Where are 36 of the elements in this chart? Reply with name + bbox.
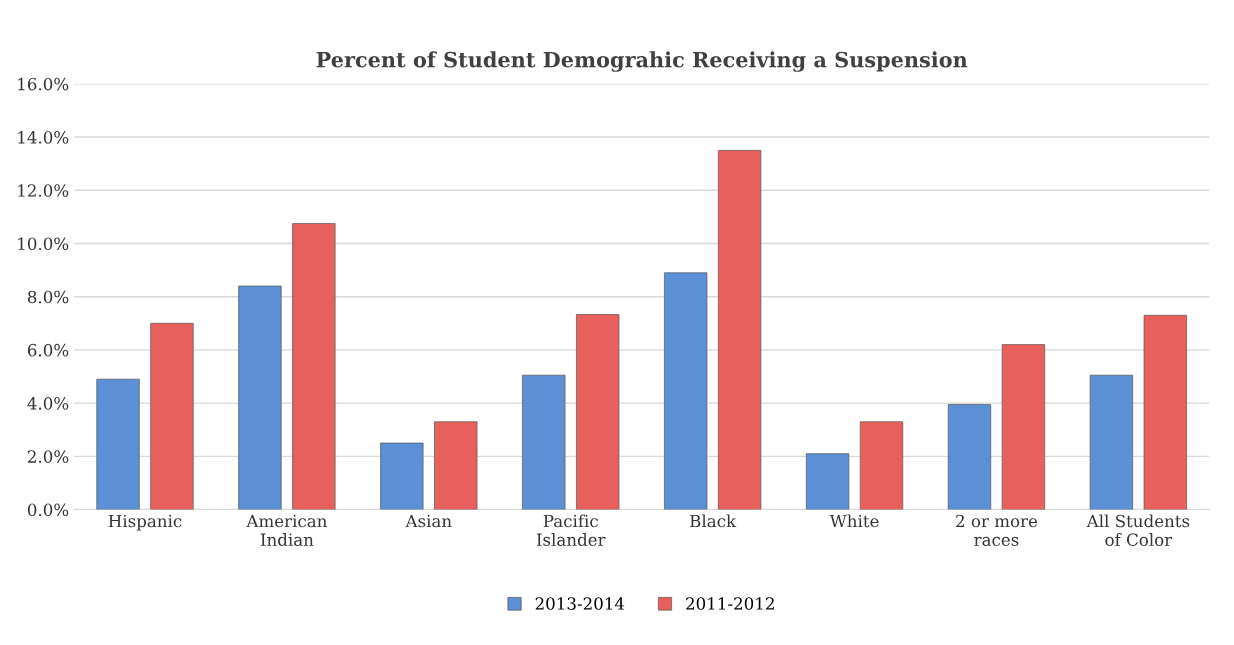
bar — [576, 314, 620, 510]
y-tick-label: 16.0% — [18, 77, 69, 91]
bar — [96, 378, 140, 510]
bar — [522, 374, 566, 510]
bar — [434, 421, 478, 510]
y-tick-label: 12.0% — [18, 184, 69, 197]
x-tick-label: American Indian — [246, 514, 327, 546]
bar — [859, 421, 904, 510]
x-tick-label: Asian — [405, 514, 452, 528]
y-tick-label: 14.0% — [18, 131, 69, 144]
bar — [238, 285, 282, 510]
bar — [292, 223, 336, 510]
x-tick-label: Pacific Islander — [536, 514, 606, 546]
bar — [1089, 374, 1134, 510]
bar — [1001, 344, 1046, 510]
bar — [664, 272, 708, 510]
x-tick-label: White — [829, 514, 879, 528]
bar — [380, 442, 424, 510]
bar — [805, 453, 850, 510]
x-tick-label: All Students of Color — [1086, 514, 1190, 546]
y-tick-label: 4.0% — [27, 397, 69, 410]
bar — [947, 404, 992, 510]
x-tick-label: Hispanic — [108, 514, 182, 531]
chart-title: Percent of Student Demograhic Receiving a Suspension — [316, 51, 968, 72]
x-tick-label: 2 or more races — [956, 514, 1038, 546]
legend-label: 2011-2012 — [686, 597, 774, 610]
y-tick-label: 8.0% — [27, 290, 69, 304]
bar — [150, 322, 194, 510]
bar — [1143, 314, 1187, 510]
y-tick-label: 2.0% — [27, 450, 69, 463]
y-tick-label: 10.0% — [18, 237, 69, 251]
y-tick-label: 6.0% — [27, 343, 69, 357]
x-tick-label: Black — [690, 514, 737, 528]
y-tick-label: 0.0% — [27, 503, 69, 517]
bar — [717, 150, 762, 510]
legend-label: 2013-2014 — [535, 597, 625, 610]
